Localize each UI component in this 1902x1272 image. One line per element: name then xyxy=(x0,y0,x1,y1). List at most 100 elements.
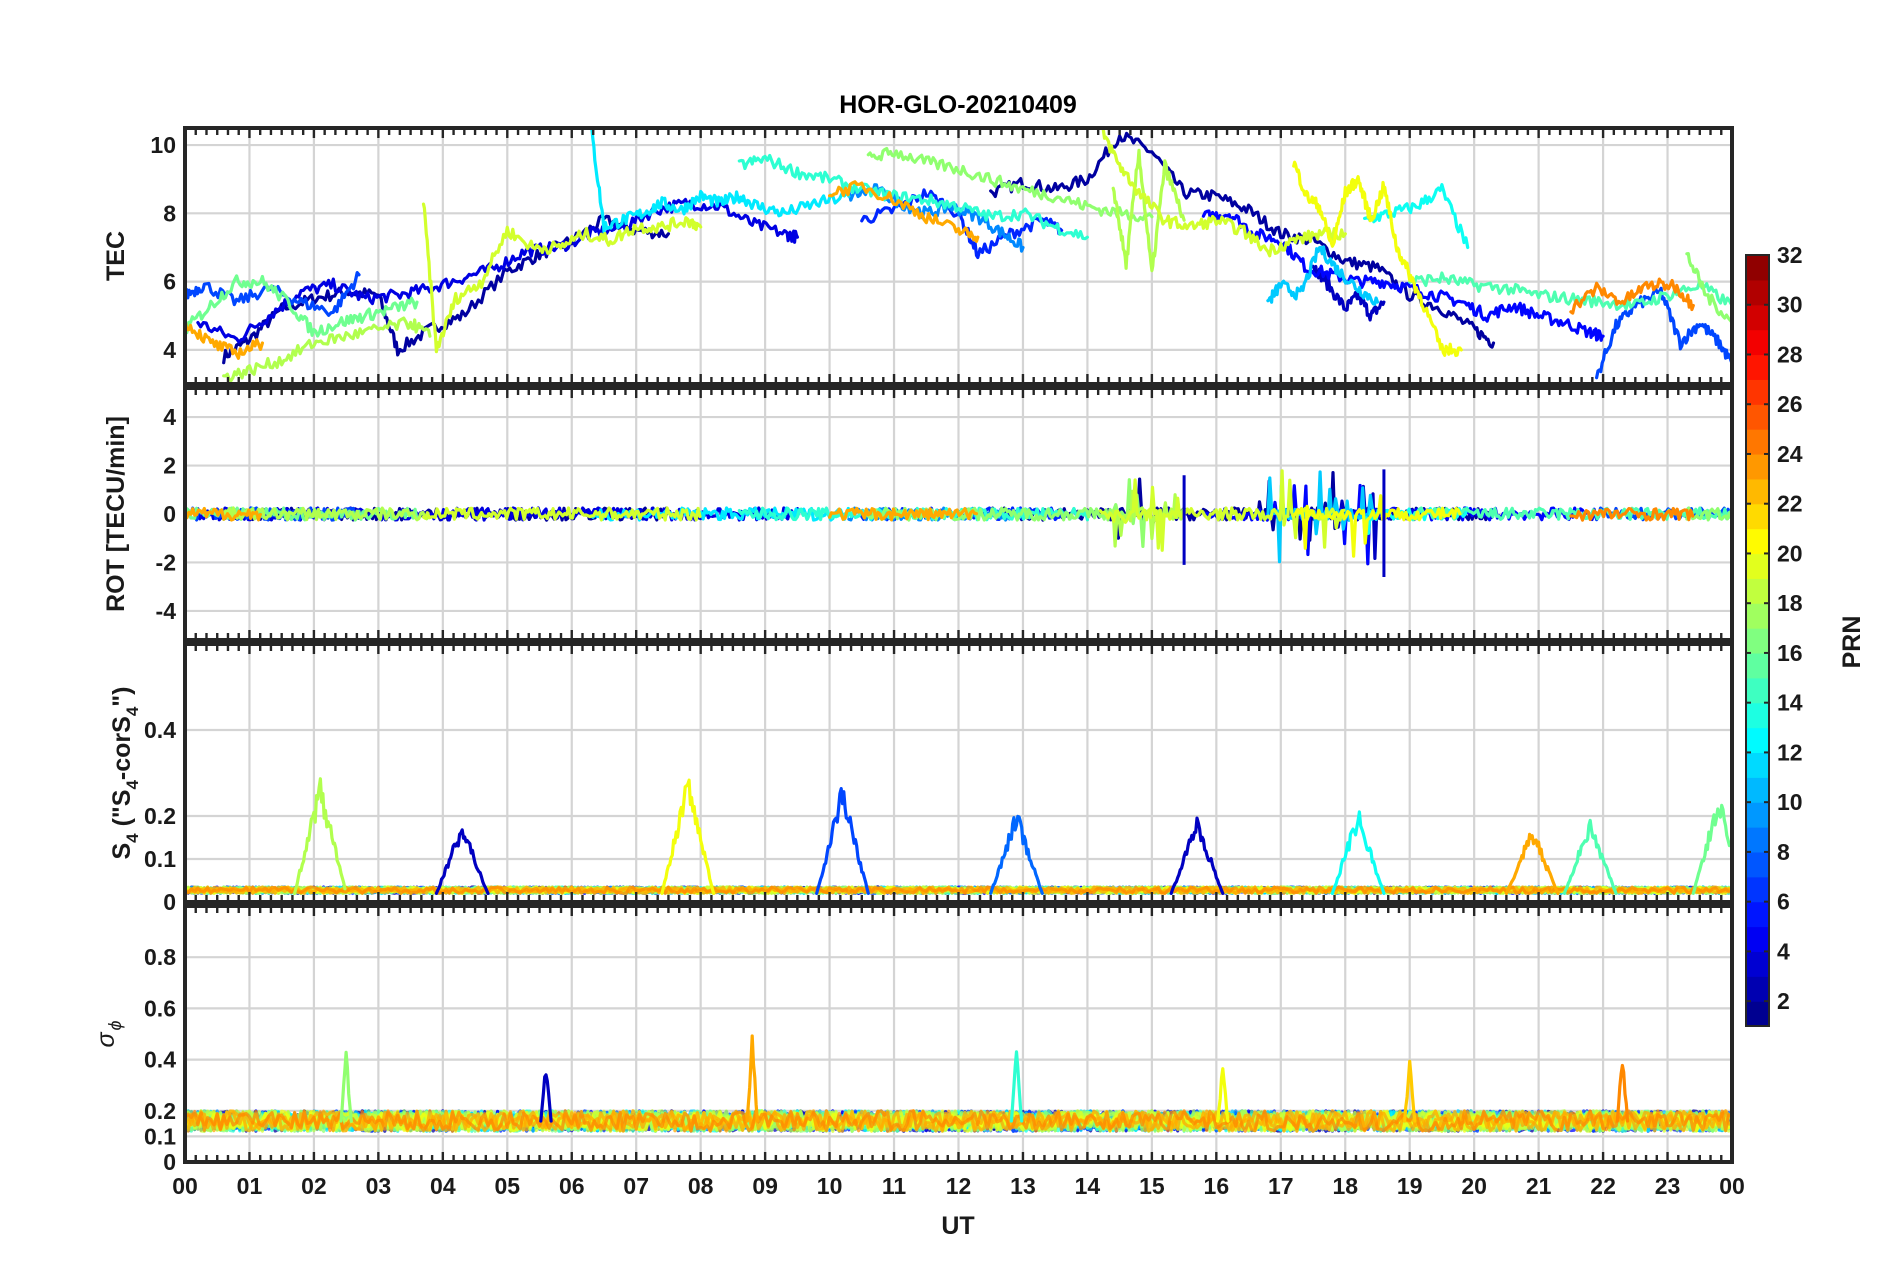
rot-y-tick-label: 2 xyxy=(163,453,176,479)
x-tick-label: 05 xyxy=(494,1173,520,1199)
colorbar-tick-label: 6 xyxy=(1777,889,1790,915)
x-tick-label: 08 xyxy=(688,1173,714,1199)
x-tick-label: 13 xyxy=(1010,1173,1036,1199)
tec-series-prn-23 xyxy=(828,180,980,243)
colorbar-swatch xyxy=(1746,727,1769,754)
rot-panel: -4 -2 0 2 4 ROT [TECU/min] xyxy=(102,386,1734,642)
x-axis-label: UT xyxy=(941,1212,974,1240)
colorbar-tick-label: 24 xyxy=(1777,441,1803,467)
colorbar-swatch xyxy=(1746,926,1769,952)
colorbar-swatch xyxy=(1746,652,1769,679)
s4-y-tick-label: 0.2 xyxy=(144,803,176,829)
colorbar-swatch xyxy=(1746,429,1769,455)
tec-series-prn-17 xyxy=(866,146,1154,223)
colorbar-tick-label: 22 xyxy=(1777,491,1803,517)
x-tick-label: 00 xyxy=(172,1173,198,1199)
tec-series-prn-17 xyxy=(1685,252,1732,325)
rot-series-prn-23 xyxy=(828,506,979,522)
rot-y-tick-label: 4 xyxy=(163,404,176,430)
colorbar-tick-label: 14 xyxy=(1777,690,1803,716)
colorbar-tick-label: 30 xyxy=(1777,292,1803,318)
x-tick-label: 12 xyxy=(946,1173,972,1199)
colorbar-tick-label: 26 xyxy=(1777,391,1803,417)
colorbar-swatch xyxy=(1746,951,1769,977)
x-tick-label: 22 xyxy=(1590,1173,1616,1199)
sigma-peak-prn-22 xyxy=(1403,1059,1417,1123)
s4-peak-prn-8 xyxy=(989,814,1044,895)
sigma-y-tick-label: 0.4 xyxy=(144,1047,176,1073)
x-tick-label: 04 xyxy=(430,1173,456,1199)
rot-series-prn-20 xyxy=(1292,494,1462,558)
colorbar-tick-label: 18 xyxy=(1777,590,1803,616)
rot-series-prn-23 xyxy=(185,506,262,522)
sigma-y-tick-label: 0.1 xyxy=(144,1123,176,1149)
colorbar-swatch xyxy=(1746,304,1769,331)
colorbar-swatch xyxy=(1746,404,1769,430)
colorbar-swatch xyxy=(1746,553,1769,579)
colorbar-swatch xyxy=(1746,453,1769,480)
colorbar-tick-label: 2 xyxy=(1777,988,1790,1014)
s4-y-tick-label: 0 xyxy=(163,889,176,915)
s4-peak-prn-3 xyxy=(434,828,490,895)
colorbar-tick-label: 28 xyxy=(1777,341,1803,367)
colorbar-swatch xyxy=(1746,1001,1769,1027)
colorbar-swatch xyxy=(1746,603,1769,629)
sigma-peak-prn-20 xyxy=(1216,1067,1230,1123)
x-tick-label: 09 xyxy=(752,1173,778,1199)
rot-series-prn-19 xyxy=(1098,469,1346,552)
rot-series-prn-5 xyxy=(1201,483,1604,566)
colorbar-swatch xyxy=(1746,628,1769,654)
colorbar-swatch xyxy=(1746,279,1769,306)
colorbar-swatch xyxy=(1746,752,1769,778)
x-tick-label: 17 xyxy=(1268,1173,1294,1199)
colorbar-swatch xyxy=(1746,503,1769,530)
colorbar-tick-label: 4 xyxy=(1777,938,1790,964)
tec-series-prn-14 xyxy=(737,153,1089,241)
tec-y-tick-label: 6 xyxy=(163,269,176,295)
sigma-peak-prn-17 xyxy=(339,1050,353,1123)
colorbar-tick-label: 8 xyxy=(1777,839,1790,865)
s4-peak-prn-18 xyxy=(293,777,347,895)
rot-series-prn-17 xyxy=(1685,506,1732,522)
tec-series-prn-2 xyxy=(989,131,1496,349)
colorbar-swatch xyxy=(1746,677,1769,704)
rot-y-tick-label: 0 xyxy=(163,501,176,527)
x-tick-label: 23 xyxy=(1655,1173,1681,1199)
s4-panel: 0 0.1 0.2 0.4S4 ("S4-corS4") xyxy=(108,642,1734,915)
tec-series-prn-16 xyxy=(185,274,419,338)
colorbar-swatch xyxy=(1746,354,1769,380)
s4-y-tick-label: 0.4 xyxy=(144,717,176,743)
tec-panel: 4 6 8 10 TEC xyxy=(102,126,1734,386)
s4-peak-prn-16 xyxy=(1691,803,1732,895)
tec-series-prn-20 xyxy=(1292,160,1463,358)
s4-y-axis-label: S4 ("S4-corS4") xyxy=(108,687,142,860)
sigma-y-tick-label: 0 xyxy=(163,1149,176,1175)
colorbar-swatch xyxy=(1746,702,1769,729)
tec-series-prn-3 xyxy=(1311,264,1386,322)
x-tick-label: 02 xyxy=(301,1173,327,1199)
x-tick-label: 15 xyxy=(1139,1173,1165,1199)
sigma-y-tick-label: 0.2 xyxy=(144,1098,176,1124)
s4-peak-prn-15 xyxy=(1562,818,1618,895)
tec-series-prn-18 xyxy=(1111,148,1186,273)
sigma-peak-prn-23 xyxy=(745,1034,759,1123)
s4-peak-prn-3 xyxy=(1169,816,1225,895)
colorbar-swatch xyxy=(1746,578,1769,604)
x-tick-label: 14 xyxy=(1075,1173,1101,1199)
s4-y-tick-label: 0.1 xyxy=(144,846,176,872)
tec-series-prn-12 xyxy=(589,128,851,234)
sigma-y-axis-label: σϕ xyxy=(92,1020,125,1047)
colorbar-tick-label: 12 xyxy=(1777,739,1803,765)
tec-y-tick-label: 4 xyxy=(163,337,176,363)
colorbar-swatch xyxy=(1746,901,1769,928)
x-tick-label: 06 xyxy=(559,1173,585,1199)
tec-series-prn-5 xyxy=(1201,209,1605,342)
tec-series-prn-19 xyxy=(421,202,703,354)
rot-series-prn-2 xyxy=(989,471,1494,542)
rot-series-prn-19 xyxy=(421,506,702,522)
colorbar-swatch xyxy=(1746,802,1769,828)
colorbar-swatch xyxy=(1746,976,1769,1002)
colorbar-swatch xyxy=(1746,528,1769,555)
tec-series-prn-18 xyxy=(222,316,432,383)
